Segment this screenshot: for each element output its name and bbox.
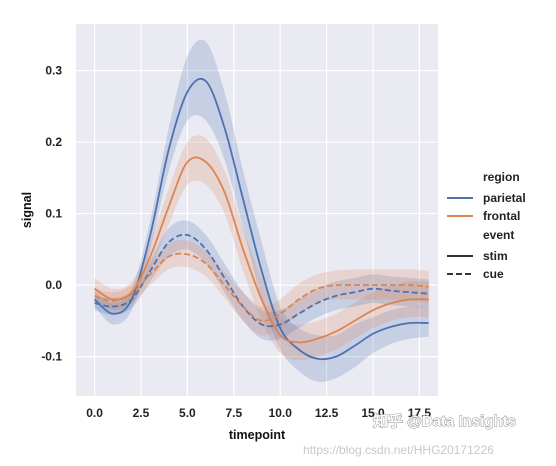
- confidence-bands: [94, 39, 429, 383]
- watermark-zhihu: 知乎 @Data Insights: [373, 412, 516, 430]
- x-tick-label: 12.5: [315, 406, 339, 420]
- x-tick-label: 15.0: [361, 406, 385, 420]
- legend-entry-frontal: frontal: [483, 209, 520, 223]
- series-lines: [93, 77, 429, 361]
- ci-band-frontal-stim: [94, 135, 429, 361]
- line-parietal-cue: [94, 233, 429, 328]
- line-frontal-stim: [94, 156, 429, 344]
- plot-background: [76, 24, 438, 396]
- watermark-url: https://blog.csdn.net/HHG20171226: [303, 443, 494, 457]
- y-tick-label: 0.0: [45, 278, 62, 292]
- ci-band-frontal-cue: [94, 240, 429, 336]
- y-tick-label: 0.3: [45, 64, 62, 78]
- y-tick-label: 0.2: [45, 135, 62, 149]
- y-tick-labels: -0.1 0.0 0.1 0.2 0.3: [41, 64, 62, 364]
- y-tick-label: 0.1: [45, 207, 62, 221]
- legend: region parietal frontal event stim cue: [447, 170, 526, 281]
- line-frontal-cue: [94, 252, 429, 322]
- legend-entry-parietal: parietal: [483, 191, 526, 205]
- ci-band-parietal-stim: [94, 39, 429, 383]
- y-tick-label: -0.1: [41, 350, 62, 364]
- ci-band-parietal-cue: [94, 220, 429, 341]
- line-parietal-stim: [93, 77, 429, 361]
- x-tick-labels: 0.0 2.5 5.0 7.5 10.0 12.5 15.0 17.5: [86, 406, 431, 420]
- legend-title-region: region: [483, 170, 520, 184]
- x-tick-label: 10.0: [269, 406, 293, 420]
- x-tick-label: 5.0: [179, 406, 196, 420]
- legend-entry-stim: stim: [483, 249, 508, 263]
- x-tick-label: 2.5: [133, 406, 150, 420]
- x-tick-label: 0.0: [86, 406, 103, 420]
- x-axis-label: timepoint: [229, 428, 286, 442]
- legend-entry-cue: cue: [483, 267, 504, 281]
- legend-title-event: event: [483, 228, 514, 242]
- x-tick-label: 17.5: [408, 406, 432, 420]
- y-axis-label: signal: [20, 192, 34, 228]
- x-tick-label: 7.5: [225, 406, 242, 420]
